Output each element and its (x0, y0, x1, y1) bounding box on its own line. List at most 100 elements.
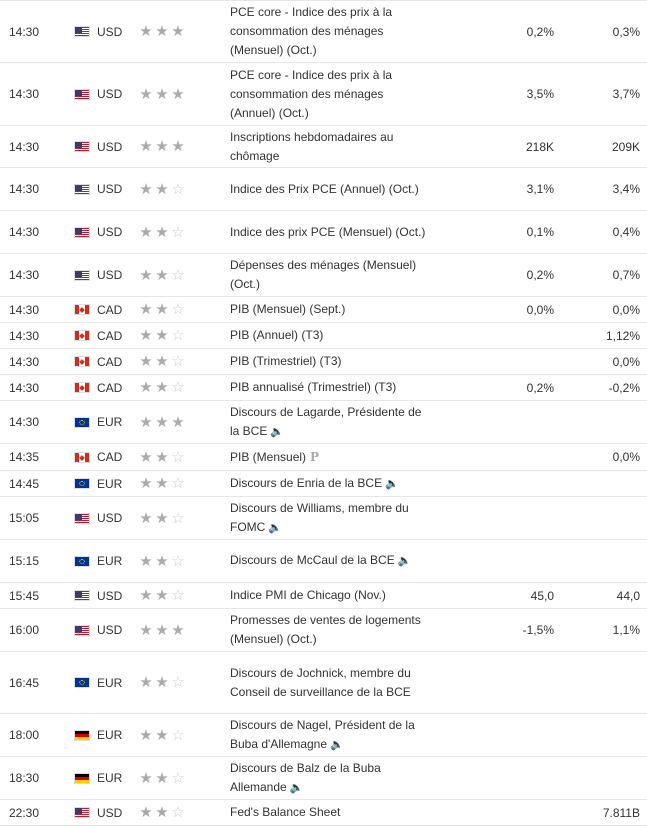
event-title[interactable]: PIB (Annuel) (T3) (230, 328, 324, 342)
star-full-icon: ★ (139, 138, 153, 155)
event-name[interactable]: PIB (Mensuel) (Sept.) (230, 300, 430, 319)
event-title[interactable]: PIB (Trimestriel) (T3) (230, 354, 342, 368)
event-title[interactable]: Dépenses des ménages (Mensuel) (Oct.) (230, 258, 417, 291)
star-empty-icon: ☆ (171, 448, 185, 466)
event-time: 14:30 (9, 182, 40, 196)
event-name[interactable]: PIB (Mensuel) P (230, 448, 430, 467)
table-row[interactable]: 14:30 USD ★ ★ ☆ Indice des prix PCE (Mensuel)… (0, 211, 647, 254)
currency-cell: USD (74, 182, 138, 196)
currency-code: USD (97, 268, 123, 282)
star-full-icon: ★ (171, 23, 185, 40)
star-full-icon: ★ (139, 327, 153, 344)
table-row[interactable]: 16:00 USD ★ ★ ★ Promesses de ventes de logeme… (0, 609, 647, 652)
table-row[interactable]: 14:45 EUR ★ ★ ☆ Discours de Enria de la BCE 🔈 (0, 471, 647, 497)
event-title[interactable]: Indice PMI de Chicago (Nov.) (230, 588, 386, 602)
currency-cell: CAD (74, 355, 138, 369)
table-row[interactable]: 18:30 EUR ★ ★ ☆ Discours de Balz de la Buba A… (0, 757, 647, 800)
star-full-icon: ★ (155, 769, 169, 787)
event-title[interactable]: PIB (Mensuel) (230, 449, 307, 464)
event-title[interactable]: Promesses de ventes de logements (Mensue… (230, 613, 421, 646)
table-row[interactable]: 15:45 USD ★ ★ ☆ Indice PMI de Chicago (Nov.) 4… (0, 583, 647, 609)
event-title[interactable]: Discours de Nagel, Président de la Buba … (230, 717, 415, 751)
star-full-icon: ★ (139, 475, 153, 492)
event-title[interactable]: PIB (Mensuel) (Sept.) (230, 302, 346, 316)
flag-icon (74, 330, 90, 341)
event-time: 15:45 (9, 588, 40, 603)
table-row[interactable]: 14:30 USD ★ ★ ☆ Dépenses des ménages (Mensuel… (0, 254, 647, 297)
previous-value: 7.811B (602, 805, 640, 820)
flag-icon (74, 269, 90, 281)
event-name[interactable]: Discours de Williams, membre du FOMC 🔈 (230, 499, 430, 538)
event-title[interactable]: Indice des Prix PCE (Annuel) (Oct.) (230, 181, 419, 196)
table-row[interactable]: 22:30 USD ★ ★ ☆ Fed's Balance Sheet 7.811B (0, 800, 647, 826)
currency-cell: USD (74, 87, 138, 101)
preliminary-icon: P (310, 449, 320, 464)
table-row[interactable]: 14:30 USD ★ ★ ★ Inscriptions hebdomadaires au… (0, 126, 647, 168)
event-title[interactable]: PCE core - Indice des prix à la consomma… (230, 5, 393, 57)
event-name[interactable]: PIB (Annuel) (T3) (230, 326, 430, 345)
event-name[interactable]: Fed's Balance Sheet (230, 803, 430, 822)
table-row[interactable]: 14:30 CAD ★ ★ ☆ PIB (Annuel) (T3) 1,12% (0, 323, 647, 349)
event-name[interactable]: Discours de Jochnick, membre du Conseil … (230, 664, 430, 702)
event-title[interactable]: Discours de Lagarde, Présidente de la BC… (230, 404, 422, 438)
currency-cell: EUR (74, 676, 138, 690)
event-name[interactable]: Discours de Enria de la BCE 🔈 (230, 474, 430, 494)
event-name[interactable]: PIB (Trimestriel) (T3) (230, 352, 430, 371)
importance-stars: ★ ★ ☆ (138, 805, 230, 820)
event-time: 14:30 (9, 268, 40, 282)
table-row[interactable]: 15:05 USD ★ ★ ☆ Discours de Williams, membre … (0, 497, 647, 540)
table-row[interactable]: 14:30 USD ★ ★ ★ PCE core - Indice des prix à … (0, 1, 647, 63)
speaker-icon: 🔈 (268, 521, 283, 534)
flag-icon (74, 512, 90, 524)
star-full-icon: ★ (155, 23, 169, 40)
event-name[interactable]: Discours de McCaul de la BCE 🔈 (230, 551, 430, 571)
star-empty-icon: ☆ (171, 353, 185, 370)
event-title[interactable]: Discours de Enria de la BCE (230, 475, 383, 490)
table-row[interactable]: 14:30 USD ★ ★ ★ PCE core - Indice des prix à … (0, 63, 647, 126)
table-row[interactable]: 14:30 CAD ★ ★ ☆ PIB (Trimestriel) (T3) 0,0% (0, 349, 647, 375)
event-name[interactable]: Discours de Lagarde, Présidente de la BC… (230, 403, 430, 442)
event-time: 18:00 (9, 728, 40, 742)
event-name[interactable]: PCE core - Indice des prix à la consomma… (230, 3, 430, 60)
star-full-icon: ★ (171, 621, 185, 639)
table-row[interactable]: 14:35 CAD ★ ★ ☆ PIB (Mensuel) P 0,0% (0, 444, 647, 471)
event-title[interactable]: PCE core - Indice des prix à la consomma… (230, 67, 393, 120)
event-name[interactable]: Discours de Nagel, Président de la Buba … (230, 716, 430, 755)
event-name[interactable]: Inscriptions hebdomadaires au chômage (230, 128, 430, 166)
table-row[interactable]: 14:30 CAD ★ ★ ☆ PIB (Mensuel) (Sept.) 0,0% 0,0% (0, 297, 647, 323)
event-name[interactable]: PIB annualisé (Trimestriel) (T3) (230, 378, 430, 397)
event-name[interactable]: Discours de Balz de la Buba Allemande 🔈 (230, 759, 430, 798)
star-full-icon: ★ (139, 85, 153, 103)
event-name[interactable]: Indice des prix PCE (Mensuel) (Oct.) (230, 223, 430, 242)
event-title[interactable]: Discours de Balz de la Buba Allemande (230, 760, 381, 794)
currency-code: EUR (97, 675, 123, 690)
event-title[interactable]: Indice des prix PCE (Mensuel) (Oct.) (230, 224, 426, 239)
table-row[interactable]: 18:00 EUR ★ ★ ☆ Discours de Nagel, Président … (0, 714, 647, 757)
event-title[interactable]: Inscriptions hebdomadaires au chômage (230, 129, 394, 163)
event-title[interactable]: Discours de Jochnick, membre du Conseil … (230, 665, 411, 699)
currency-code: CAD (97, 302, 123, 317)
event-name[interactable]: Promesses de ventes de logements (Mensue… (230, 611, 430, 649)
event-name[interactable]: Indice PMI de Chicago (Nov.) (230, 586, 430, 605)
star-empty-icon: ☆ (171, 301, 185, 318)
star-full-icon: ★ (139, 23, 153, 40)
star-full-icon: ★ (139, 379, 153, 396)
table-row[interactable]: 14:30 EUR ★ ★ ★ Discours de Lagarde, Présiden… (0, 401, 647, 444)
table-row[interactable]: 16:45 EUR ★ ★ ☆ Discours de Jochnick, membre … (0, 652, 647, 714)
event-time: 16:45 (9, 675, 40, 690)
star-full-icon: ★ (171, 85, 185, 103)
flag-icon (74, 382, 90, 393)
event-time: 16:00 (9, 623, 40, 637)
star-full-icon: ★ (155, 266, 169, 284)
event-name[interactable]: Dépenses des ménages (Mensuel) (Oct.) (230, 256, 430, 294)
event-title[interactable]: Discours de Williams, membre du FOMC (230, 500, 409, 534)
event-title[interactable]: Fed's Balance Sheet (230, 805, 341, 819)
currency-code: EUR (97, 554, 123, 568)
event-title[interactable]: PIB annualisé (Trimestriel) (T3) (230, 380, 397, 394)
table-row[interactable]: 14:30 CAD ★ ★ ☆ PIB annualisé (Trimestriel) (… (0, 375, 647, 401)
table-row[interactable]: 14:30 USD ★ ★ ☆ Indice des Prix PCE (Annuel) … (0, 168, 647, 211)
event-title[interactable]: Discours de McCaul de la BCE (230, 553, 395, 567)
event-name[interactable]: Indice des Prix PCE (Annuel) (Oct.) (230, 180, 430, 199)
event-name[interactable]: PCE core - Indice des prix à la consomma… (230, 66, 430, 123)
table-row[interactable]: 15:15 EUR ★ ★ ☆ Discours de McCaul de la BCE 🔈 (0, 540, 647, 583)
